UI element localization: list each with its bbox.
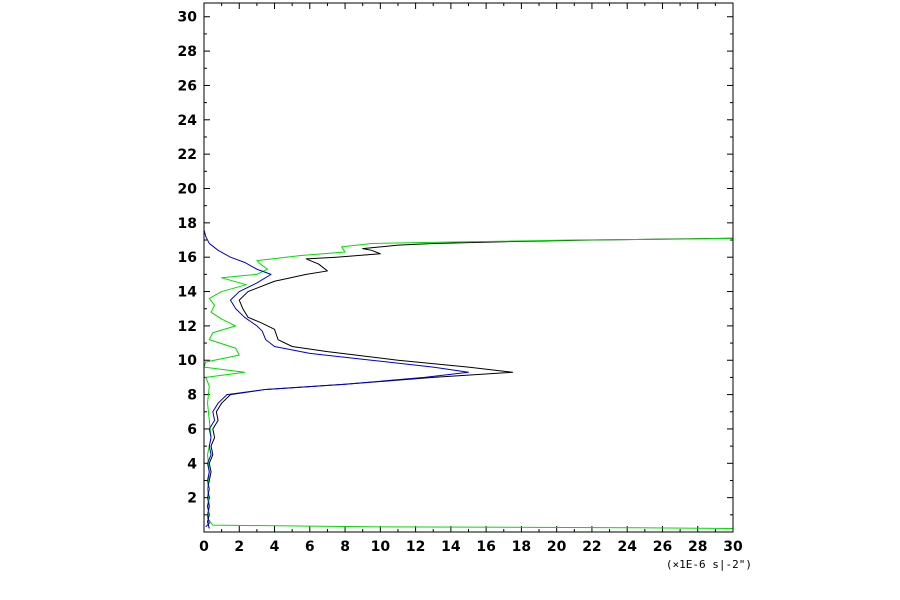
series-line-1	[207, 237, 734, 529]
x-tick-label: 2	[234, 539, 244, 555]
y-tick-label: 6	[187, 422, 197, 438]
x-tick-label: 6	[305, 539, 315, 555]
y-tick-label: 24	[178, 113, 198, 129]
y-tick-label: 4	[187, 456, 197, 472]
series-line-3	[203, 3, 469, 528]
x-tick-label: 26	[653, 539, 672, 555]
x-tick-label: 14	[441, 539, 461, 555]
y-tick-label: 16	[178, 250, 197, 266]
y-tick-label: 8	[187, 388, 197, 404]
x-tick-label: 24	[617, 539, 637, 555]
y-tick-label: 20	[178, 181, 198, 197]
labels-layer: 0 2 4 6 8 10 12 14 16 18 20 22 24 26 28 302468101214161…	[178, 10, 743, 555]
y-tick-label: 14	[178, 285, 198, 301]
x-tick-label: 20	[547, 539, 567, 555]
x-tick-label: 0	[199, 539, 209, 555]
series-line-2	[203, 237, 734, 530]
y-tick-label: 26	[178, 78, 197, 94]
x-tick-label: 10	[371, 539, 391, 555]
x-tick-label: 30	[723, 539, 743, 555]
x-axis-unit-label: (×1E-6 s|-2")	[666, 558, 752, 571]
ticks-layer	[203, 3, 734, 532]
plot-frame	[203, 2, 734, 533]
x-tick-label: 8	[340, 539, 350, 555]
x-tick-label: 18	[512, 539, 531, 555]
y-tick-label: 12	[178, 319, 197, 335]
x-tick-label: 4	[270, 539, 280, 555]
x-tick-label: 28	[688, 539, 707, 555]
series-layer	[203, 3, 734, 530]
y-tick-label: 30	[178, 10, 198, 26]
y-tick-label: 22	[178, 147, 197, 163]
y-tick-label: 18	[178, 216, 197, 232]
x-tick-label: 22	[582, 539, 601, 555]
y-tick-label: 10	[178, 353, 198, 369]
x-tick-label: 12	[406, 539, 425, 555]
y-tick-label: 2	[187, 491, 197, 507]
y-tick-label: 28	[178, 44, 197, 60]
x-tick-label: 16	[476, 539, 495, 555]
